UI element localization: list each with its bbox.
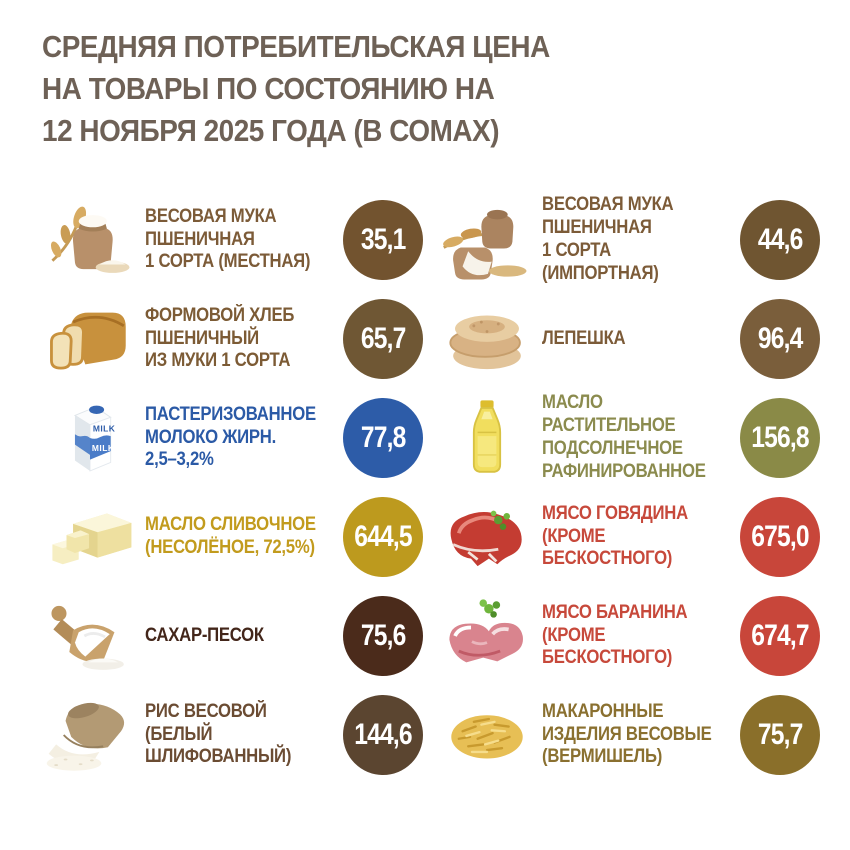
price-value: 77,8	[360, 420, 406, 454]
product-item-beef: МЯСО ГОВЯДИНА (КРОМЕ БЕСКОСТНОГО) 675,0	[439, 487, 820, 586]
price-badge: 35,1	[343, 199, 423, 280]
flour-sack-import-icon	[439, 197, 535, 283]
product-label: РИС ВЕСОВОЙ (БЕЛЫЙ ШЛИФОВАННЫЙ)	[145, 700, 292, 768]
price-badge: 675,0	[740, 496, 820, 577]
milk-carton-icon: MILK MILK	[42, 395, 138, 481]
price-badge: 144,6	[343, 694, 423, 775]
price-value: 96,4	[757, 321, 803, 355]
price-badge: 77,8	[343, 397, 423, 478]
product-item-flour-local: ВЕСОВАЯ МУКА ПШЕНИЧНАЯ 1 СОРТА (МЕСТНАЯ)…	[42, 190, 423, 289]
product-label: ВЕСОВАЯ МУКА ПШЕНИЧНАЯ 1 СОРТА (ИМПОРТНА…	[542, 194, 674, 284]
price-badge: 674,7	[740, 595, 820, 676]
product-label: МАСЛО СЛИВОЧНОЕ (НЕСОЛЁНОЕ, 72,5%)	[145, 514, 316, 558]
products-grid: ВЕСОВАЯ МУКА ПШЕНИЧНАЯ 1 СОРТА (МЕСТНАЯ)…	[42, 190, 820, 784]
page-title: СРЕДНЯЯ ПОТРЕБИТЕЛЬСКАЯ ЦЕНА НА ТОВАРЫ П…	[42, 29, 550, 149]
product-item-lamb: МЯСО БАРАНИНА (КРОМЕ БЕСКОСТНОГО) 674,7	[439, 586, 820, 685]
price-value: 65,7	[360, 321, 406, 355]
price-value: 75,6	[360, 618, 406, 652]
pasta-icon	[439, 692, 535, 778]
price-value: 75,7	[757, 717, 803, 751]
carton-text: MILK	[93, 423, 116, 433]
oil-bottle-icon	[439, 395, 535, 481]
rice-sack-icon	[42, 692, 138, 778]
price-badge: 156,8	[740, 397, 820, 478]
product-label: МАКАРОННЫЕ ИЗДЕЛИЯ ВЕСОВЫЕ (ВЕРМИШЕЛЬ)	[542, 700, 712, 768]
price-value: 675,0	[751, 519, 809, 553]
product-item-butter: МАСЛО СЛИВОЧНОЕ (НЕСОЛЁНОЕ, 72,5%) 644,5	[42, 487, 423, 586]
product-label: ФОРМОВОЙ ХЛЕБ ПШЕНИЧНЫЙ ИЗ МУКИ 1 СОРТА	[145, 304, 295, 372]
price-value: 35,1	[360, 222, 406, 256]
sugar-scoop-icon	[42, 593, 138, 679]
lamb-icon	[439, 593, 535, 679]
price-badge: 75,6	[343, 595, 423, 676]
product-item-flour-import: ВЕСОВАЯ МУКА ПШЕНИЧНАЯ 1 СОРТА (ИМПОРТНА…	[439, 190, 820, 289]
product-label: САХАР-ПЕСОК	[145, 624, 264, 646]
product-item-flatbread: ЛЕПЕШКА 96,4	[439, 289, 820, 388]
product-label: ЛЕПЕШКА	[542, 327, 626, 349]
product-label: МЯСО ГОВЯДИНА (КРОМЕ БЕСКОСТНОГО)	[542, 502, 688, 570]
flatbread-icon	[439, 296, 535, 382]
bread-loaf-icon	[42, 296, 138, 382]
price-badge: 65,7	[343, 298, 423, 379]
carton-text: MILK	[92, 443, 115, 453]
price-value: 156,8	[751, 420, 809, 454]
product-label: ПАСТЕРИЗОВАННОЕ МОЛОКО ЖИРН. 2,5–3,2%	[145, 403, 316, 471]
product-label: МАСЛО РАСТИТЕЛЬНОЕ ПОДСОЛНЕЧНОЕ РАФИНИРО…	[542, 392, 706, 482]
price-badge: 644,5	[343, 496, 423, 577]
product-item-milk: MILK MILK ПАСТЕРИЗОВАННОЕ МОЛОКО ЖИРН. 2…	[42, 388, 423, 487]
price-value: 144,6	[354, 717, 412, 751]
product-item-rice: РИС ВЕСОВОЙ (БЕЛЫЙ ШЛИФОВАННЫЙ) 144,6	[42, 685, 423, 784]
price-value: 44,6	[757, 222, 803, 256]
price-badge: 44,6	[740, 199, 820, 280]
product-item-oil: МАСЛО РАСТИТЕЛЬНОЕ ПОДСОЛНЕЧНОЕ РАФИНИРО…	[439, 388, 820, 487]
price-value: 674,7	[751, 618, 809, 652]
product-item-sugar: САХАР-ПЕСОК 75,6	[42, 586, 423, 685]
product-label: МЯСО БАРАНИНА (КРОМЕ БЕСКОСТНОГО)	[542, 601, 688, 669]
price-badge: 96,4	[740, 298, 820, 379]
butter-icon	[42, 494, 138, 580]
price-badge: 75,7	[740, 694, 820, 775]
price-value: 644,5	[354, 519, 412, 553]
product-item-pasta: МАКАРОННЫЕ ИЗДЕЛИЯ ВЕСОВЫЕ (ВЕРМИШЕЛЬ) 7…	[439, 685, 820, 784]
product-item-bread: ФОРМОВОЙ ХЛЕБ ПШЕНИЧНЫЙ ИЗ МУКИ 1 СОРТА …	[42, 289, 423, 388]
beef-icon	[439, 494, 535, 580]
product-label: ВЕСОВАЯ МУКА ПШЕНИЧНАЯ 1 СОРТА (МЕСТНАЯ)	[145, 205, 311, 273]
flour-sack-local-icon	[42, 197, 138, 283]
